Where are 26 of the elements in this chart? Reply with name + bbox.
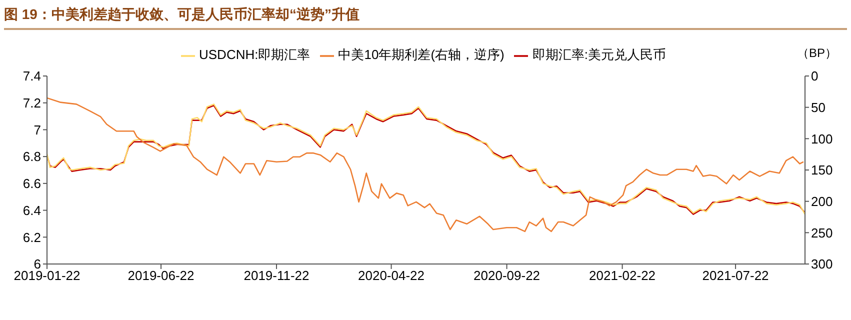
x-tick-label: 2019-11-22 — [244, 268, 310, 284]
x-tick-label: 2020-04-22 — [358, 268, 425, 284]
legend-label: 中美10年期利差(右轴，逆序) — [338, 47, 504, 62]
legend-label: 即期汇率:美元兑人民币 — [532, 47, 666, 62]
y-tick-label: 7.2 — [22, 95, 41, 110]
y2-tick-label: 150 — [811, 162, 833, 178]
y2-axis-title: （BP） — [796, 45, 837, 62]
y2-tick-label: 200 — [811, 194, 833, 209]
y-tick-label: 6.4 — [22, 202, 41, 218]
line-series — [47, 97, 804, 232]
y-tick-label: 6.2 — [22, 230, 41, 245]
legend-label: USDCNH:即期汇率 — [199, 47, 310, 62]
y-tick-label: 7 — [34, 122, 41, 138]
y2-tick-label: 100 — [811, 131, 833, 146]
y-tick-label: 6.8 — [22, 149, 41, 164]
y2-tick-label: 250 — [811, 225, 833, 240]
x-tick-label: 2020-09-22 — [474, 268, 540, 284]
y-tick-label: 7.4 — [22, 68, 41, 84]
chart-title: 图 19：中美利差趋于收敛、可是人民币汇率却“逆势”升值 — [4, 6, 847, 30]
x-tick-label: 2021-07-22 — [702, 268, 769, 284]
x-tick-label: 2019-06-22 — [128, 268, 194, 284]
y-tick-label: 6.6 — [22, 176, 41, 192]
y2-tick-label: 0 — [811, 68, 818, 84]
x-tick-label: 2021-02-22 — [589, 268, 656, 284]
y2-tick-label: 300 — [811, 256, 833, 272]
y2-tick-label: 50 — [811, 100, 826, 115]
